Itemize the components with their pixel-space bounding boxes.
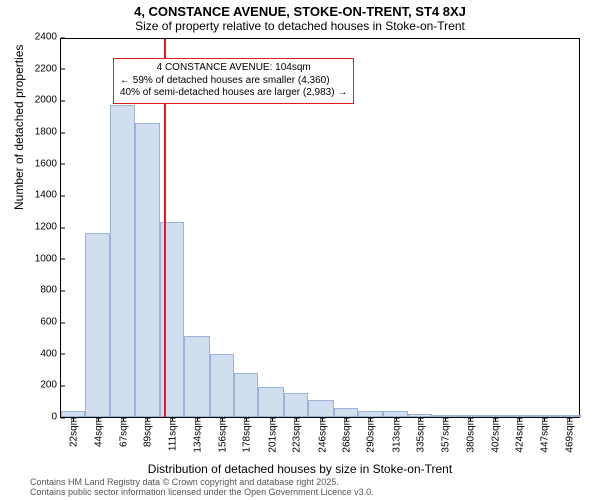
x-axis-label: Distribution of detached houses by size … — [0, 462, 600, 476]
histogram-bar — [334, 408, 358, 418]
x-tick-label: 67sqm — [117, 417, 130, 447]
histogram-bar — [210, 354, 234, 417]
y-tick-label: 2400 — [35, 32, 61, 43]
y-tick-label: 0 — [51, 412, 61, 423]
x-tick-label: 111sqm — [165, 417, 178, 451]
annotation-line-3: 40% of semi-detached houses are larger (… — [120, 87, 347, 100]
x-tick-label: 313sqm — [389, 417, 402, 453]
y-tick-label: 400 — [40, 348, 61, 359]
histogram-bar — [135, 123, 159, 418]
x-tick-label: 178sqm — [240, 417, 253, 453]
y-tick-label: 2200 — [35, 63, 61, 74]
histogram-bar — [234, 373, 258, 417]
x-tick-label: 380sqm — [464, 417, 477, 453]
chart-title: 4, CONSTANCE AVENUE, STOKE-ON-TRENT, ST4… — [0, 0, 600, 19]
x-tick-label: 290sqm — [364, 417, 377, 453]
x-tick-label: 335sqm — [414, 417, 427, 453]
histogram-bar — [258, 387, 284, 417]
annotation-box: 4 CONSTANCE AVENUE: 104sqm← 59% of detac… — [113, 58, 354, 104]
histogram-bar — [110, 105, 136, 417]
x-tick-label: 223sqm — [290, 417, 303, 453]
x-tick-label: 201sqm — [265, 417, 278, 453]
x-tick-label: 402sqm — [488, 417, 501, 453]
histogram-bar — [284, 393, 308, 417]
y-tick-label: 600 — [40, 317, 61, 328]
x-tick-label: 134sqm — [191, 417, 204, 453]
y-tick-label: 2000 — [35, 95, 61, 106]
footer-line-2: Contains public sector information licen… — [30, 488, 374, 498]
x-tick-label: 268sqm — [339, 417, 352, 453]
x-tick-label: 469sqm — [562, 417, 575, 453]
annotation-line-2: ← 59% of detached houses are smaller (4,… — [120, 75, 347, 88]
histogram-bar — [85, 233, 109, 417]
x-tick-label: 156sqm — [215, 417, 228, 453]
attribution-footer: Contains HM Land Registry data © Crown c… — [30, 478, 374, 498]
y-tick-label: 1400 — [35, 190, 61, 201]
histogram-plot-area: 0200400600800100012001400160018002000220… — [60, 38, 580, 418]
y-tick-label: 1000 — [35, 253, 61, 264]
y-tick-label: 1200 — [35, 222, 61, 233]
x-tick-label: 357sqm — [438, 417, 451, 453]
x-tick-label: 22sqm — [67, 417, 80, 447]
x-tick-label: 424sqm — [512, 417, 525, 453]
annotation-line-1: 4 CONSTANCE AVENUE: 104sqm — [120, 62, 347, 75]
x-tick-label: 447sqm — [538, 417, 551, 453]
y-tick-label: 1600 — [35, 158, 61, 169]
histogram-bar — [184, 336, 210, 417]
chart-subtitle: Size of property relative to detached ho… — [0, 19, 600, 35]
x-tick-label: 44sqm — [91, 417, 104, 447]
histogram-bar — [308, 400, 334, 417]
x-tick-label: 89sqm — [141, 417, 154, 447]
y-tick-label: 1800 — [35, 127, 61, 138]
y-axis-label: Number of detached properties — [12, 45, 26, 210]
y-tick-label: 800 — [40, 285, 61, 296]
x-tick-label: 246sqm — [315, 417, 328, 453]
y-tick-label: 200 — [40, 380, 61, 391]
